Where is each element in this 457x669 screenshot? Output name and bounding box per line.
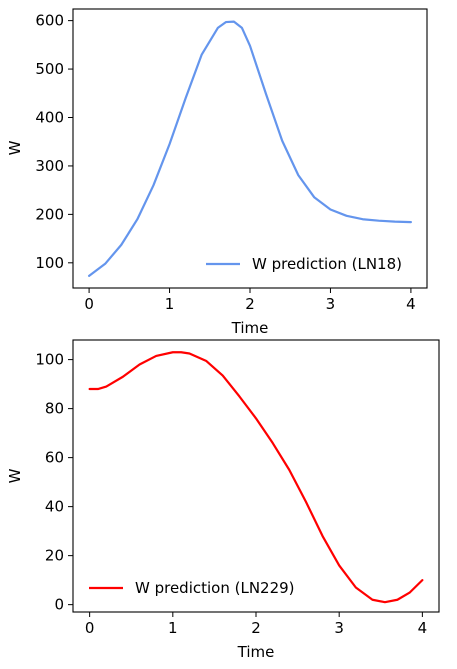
y-tick-label: 20 [45,547,64,565]
x-tick-label: 1 [168,619,178,637]
y-tick-label: 100 [35,351,64,369]
y-tick-label: 600 [35,12,64,30]
y-tick-label: 0 [54,596,64,614]
y-tick-label: 300 [35,157,64,175]
x-tick-label: 3 [334,619,344,637]
x-tick-label: 4 [418,619,428,637]
y-axis-label: W [6,140,24,155]
chart-panel-top: 0 1 2 3 4 100 200 300 400 500 600 Time W W prediction… [6,8,428,337]
y-tick-label: 100 [35,254,64,272]
x-tick-label: 0 [84,295,94,313]
y-tick-label: 200 [35,205,64,223]
y-tick-label: 400 [35,109,64,127]
legend-label: W prediction (LN229) [135,579,295,597]
x-axis-label: Time [237,643,275,661]
plot-frame [72,8,428,289]
y-tick-label: 80 [45,400,64,418]
x-tick-label: 4 [406,295,416,313]
series-line [88,351,424,604]
series-line [87,20,413,277]
x-tick-label: 2 [251,619,261,637]
x-tick-label: 3 [326,295,336,313]
x-tick-label: 2 [245,295,255,313]
x-tick-label: 1 [165,295,175,313]
y-tick-label: 40 [45,498,64,516]
x-tick-label: 0 [85,619,95,637]
y-tick-label: 500 [35,60,64,78]
y-tick-label: 60 [45,449,64,467]
x-axis-label: Time [231,319,269,337]
y-axis-label: W [6,468,24,483]
plot-frame [72,339,440,613]
legend-label: W prediction (LN18) [252,255,402,273]
